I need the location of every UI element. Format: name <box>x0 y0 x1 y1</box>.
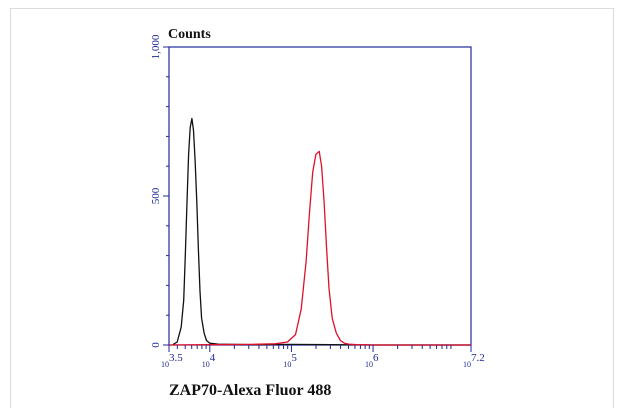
y-tick-label: 0 <box>150 342 162 348</box>
histogram-chart: 0 500 1,000 103.5 104 105 106 107.2 Counts ZAP… <box>150 27 485 399</box>
y-tick-label: 1,000 <box>150 34 162 59</box>
y-axis-title: Counts <box>168 27 211 42</box>
plot-area <box>168 46 472 346</box>
series-layer <box>168 117 471 346</box>
x-tick-label: 103.5 <box>161 352 183 369</box>
x-tick-label: 106 <box>365 352 379 369</box>
series-line-2 <box>168 150 471 346</box>
plot-border <box>168 46 472 346</box>
y-axis: 0 500 1,000 <box>150 34 169 348</box>
x-tick-label: 107.2 <box>463 352 485 369</box>
figure-frame: 0 500 1,000 103.5 104 105 106 107.2 Counts ZAP… <box>10 8 614 408</box>
x-tick-label: 104 <box>202 352 216 369</box>
x-tick-label: 105 <box>283 352 297 369</box>
y-tick-label: 500 <box>150 187 162 204</box>
x-axis-title: ZAP70-Alexa Fluor 488 <box>169 382 331 399</box>
x-axis: 103.5 104 105 106 107.2 <box>161 345 485 369</box>
series-line-1 <box>172 117 471 346</box>
